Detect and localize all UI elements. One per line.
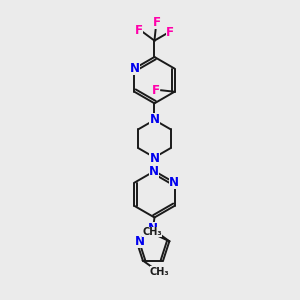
Text: CH₃: CH₃ bbox=[150, 266, 170, 277]
Text: F: F bbox=[152, 16, 160, 29]
Text: N: N bbox=[148, 222, 158, 235]
Text: F: F bbox=[166, 26, 174, 39]
Text: N: N bbox=[169, 176, 179, 189]
Text: F: F bbox=[135, 24, 143, 37]
Text: N: N bbox=[149, 152, 160, 164]
Text: CH₃: CH₃ bbox=[142, 227, 162, 237]
Text: N: N bbox=[149, 113, 160, 126]
Text: F: F bbox=[152, 84, 160, 97]
Text: N: N bbox=[130, 62, 140, 75]
Text: N: N bbox=[135, 235, 145, 248]
Text: N: N bbox=[149, 165, 159, 178]
